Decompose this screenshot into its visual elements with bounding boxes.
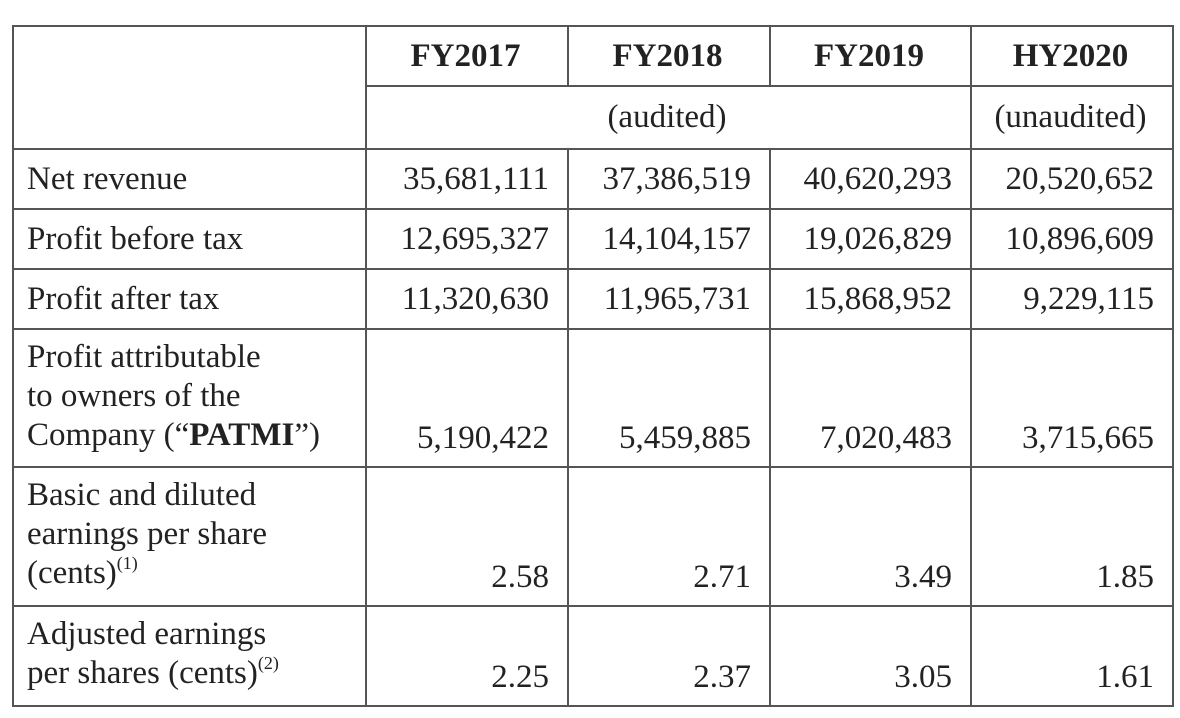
- label-text: to owners of the: [27, 378, 241, 414]
- value-cell: 12,695,327: [365, 208, 569, 270]
- label-text: Profit attributable: [27, 339, 261, 375]
- value-cell: 1.61: [970, 605, 1174, 707]
- value-cell: 40,620,293: [769, 148, 972, 210]
- label-text: (cents): [27, 555, 117, 591]
- label-text: per shares (cents): [27, 655, 258, 691]
- label-bold: PATMI: [189, 417, 295, 453]
- footnote-ref: (1): [116, 553, 138, 573]
- label-text: ”): [294, 417, 320, 453]
- row-label: Adjusted earnings per shares (cents)(2): [12, 605, 367, 707]
- value-cell: 37,386,519: [567, 148, 771, 210]
- value-cell: 2.58: [365, 466, 569, 607]
- value-cell: 5,459,885: [567, 328, 771, 468]
- footnote-ref: (2): [257, 653, 279, 673]
- value-cell: 19,026,829: [769, 208, 972, 270]
- row-label: Basic and diluted earnings per share (cent…: [12, 466, 367, 607]
- audit-note: (audited): [365, 85, 972, 150]
- value-cell: 9,229,115: [970, 268, 1174, 330]
- value-cell: 15,868,952: [769, 268, 972, 330]
- column-header: FY2019: [769, 25, 972, 87]
- value-cell: 11,320,630: [365, 268, 569, 330]
- financial-table: FY2017 FY2018 FY2019 HY2020 (audited) (u…: [12, 25, 1174, 707]
- value-cell: 5,190,422: [365, 328, 569, 468]
- value-cell: 11,965,731: [567, 268, 771, 330]
- value-cell: 3.05: [769, 605, 972, 707]
- row-label: Profit attributable to owners of the Compa…: [12, 328, 367, 468]
- value-cell: 3,715,665: [970, 328, 1174, 468]
- column-header: FY2018: [567, 25, 771, 87]
- label-text: Basic and diluted: [27, 477, 257, 513]
- value-cell: 14,104,157: [567, 208, 771, 270]
- value-cell: 2.37: [567, 605, 771, 707]
- value-cell: 1.85: [970, 466, 1174, 607]
- label-text: Net revenue: [27, 160, 188, 197]
- label-text: Profit after tax: [27, 280, 220, 317]
- value-cell: 20,520,652: [970, 148, 1174, 210]
- row-label: Profit before tax: [12, 208, 367, 270]
- value-cell: 3.49: [769, 466, 972, 607]
- corner-cell: [12, 25, 367, 150]
- label-text: earnings per share: [27, 516, 268, 552]
- value-cell: 2.25: [365, 605, 569, 707]
- value-cell: 7,020,483: [769, 328, 972, 468]
- audit-note: (unaudited): [970, 85, 1174, 150]
- row-label: Net revenue: [12, 148, 367, 210]
- label-text: Profit before tax: [27, 220, 244, 257]
- value-cell: 35,681,111: [365, 148, 569, 210]
- label-text: Company (“: [27, 417, 190, 453]
- value-cell: 10,896,609: [970, 208, 1174, 270]
- column-header: HY2020: [970, 25, 1174, 87]
- value-cell: 2.71: [567, 466, 771, 607]
- column-header: FY2017: [365, 25, 569, 87]
- label-text: Adjusted earnings: [27, 616, 267, 652]
- row-label: Profit after tax: [12, 268, 367, 330]
